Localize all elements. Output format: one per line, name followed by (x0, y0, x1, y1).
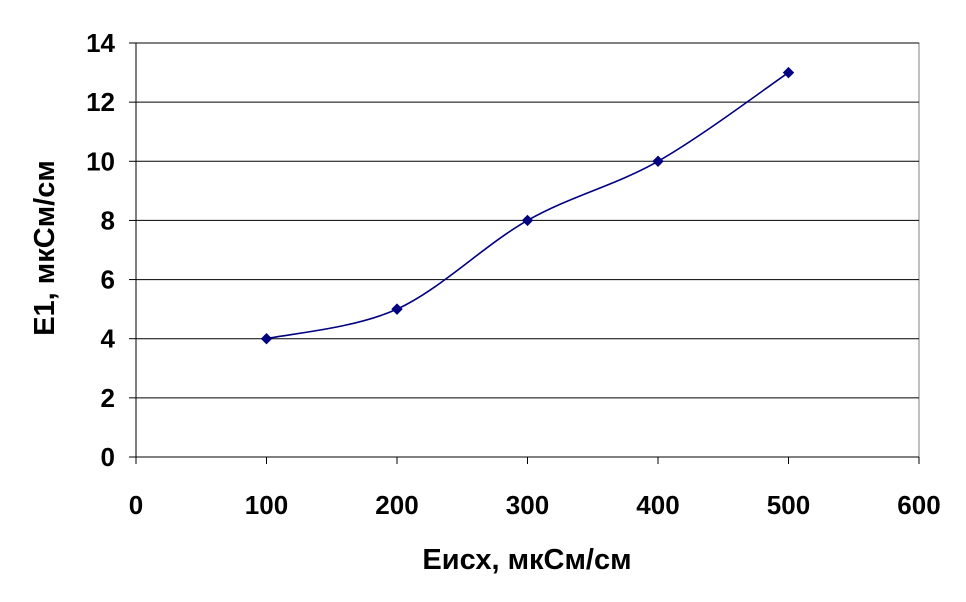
x-tick-label: 0 (129, 490, 143, 520)
y-tick-label: 12 (86, 87, 115, 117)
axes (129, 42, 920, 464)
y-tick-label: 4 (101, 324, 116, 354)
y-tick-label: 14 (86, 28, 115, 58)
x-tick-label: 500 (767, 490, 810, 520)
x-tick-label: 600 (897, 490, 940, 520)
data-point (391, 303, 403, 315)
x-axis-title: Еисх, мкСм/см (422, 544, 631, 576)
y-tick-label: 2 (101, 383, 115, 413)
plot-frame (135, 42, 920, 458)
series-layer (260, 66, 795, 345)
data-point (260, 333, 273, 345)
x-tick-label: 400 (636, 490, 679, 520)
x-tick-label: 200 (375, 490, 418, 520)
x-tick-label: 100 (245, 490, 288, 520)
data-point (652, 155, 664, 167)
plot-area (135, 42, 920, 458)
y-tick-label: 0 (101, 442, 115, 472)
series-line (266, 71, 789, 340)
y-axis-tick-labels: 0 2 4 6 8 10 12 14 (86, 28, 115, 472)
x-tick-label: 300 (506, 490, 549, 520)
y-tick-label: 6 (101, 265, 115, 295)
x-axis-tick-labels: 0 100 200 300 400 500 600 (129, 490, 941, 520)
data-point (782, 66, 795, 79)
data-point (521, 214, 534, 227)
y-tick-label: 10 (86, 146, 115, 176)
y-tick-label: 8 (101, 205, 115, 235)
y-axis-title: E1, мкСм/см (29, 160, 61, 336)
